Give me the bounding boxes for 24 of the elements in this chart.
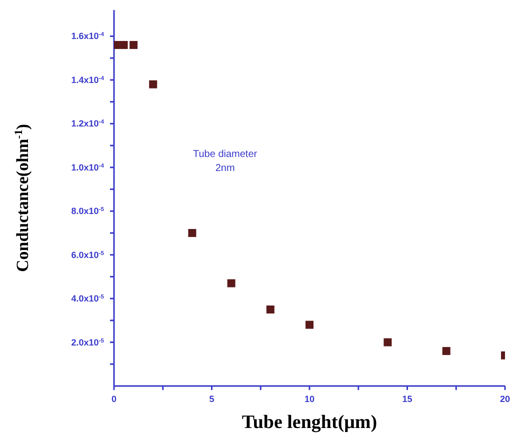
- point: [306, 320, 314, 329]
- y-tick-label: 2.0x10$^{-5}$: [71, 337, 105, 348]
- x-tick-label: 20: [500, 394, 510, 404]
- x-tick-label: 0: [111, 394, 117, 404]
- y-tick-label: 1.2x10$^{-4}$: [71, 118, 105, 129]
- x-tick-label: 10: [304, 394, 315, 404]
- point: [130, 40, 138, 49]
- y-tick-label: 4.0x10$^{-5}$: [71, 294, 105, 304]
- note-text: Tube diameter 2nm: [193, 148, 258, 176]
- y-tick-label: 6.0x10$^{-5}$: [71, 250, 105, 260]
- x-tick-label: 15: [402, 394, 412, 404]
- point: [442, 347, 450, 356]
- x-axis-title: Tube lenght(μm): [242, 412, 378, 433]
- point: [227, 279, 236, 288]
- y-tick-label: 8.0x10$^{-5}$: [71, 206, 105, 216]
- y-tick-label: 1.4x10$^{-4}$: [71, 74, 105, 85]
- point: [266, 305, 274, 314]
- point: [120, 40, 128, 49]
- y-tick-label: 1.0x10$^{-4}$: [71, 162, 105, 172]
- x-tick-label: 5: [209, 394, 214, 404]
- point: [188, 228, 196, 237]
- y-tick-label: 1.6x10$^{-4}$: [71, 31, 105, 42]
- point: [384, 338, 392, 346]
- point: [149, 80, 158, 88]
